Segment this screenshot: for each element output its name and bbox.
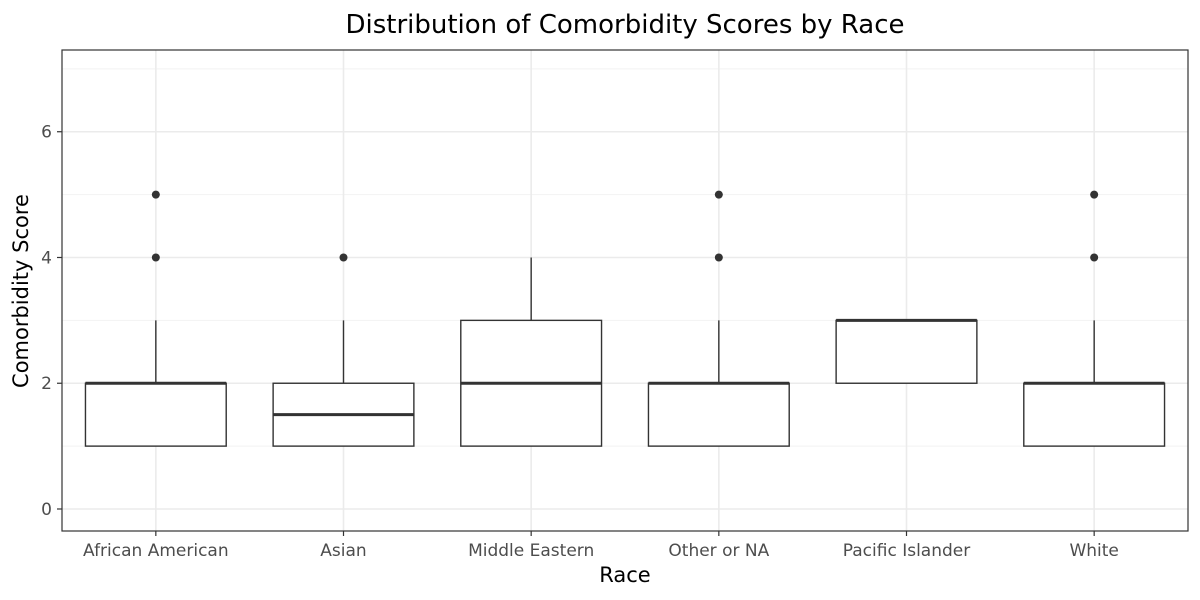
outlier-point [714,190,723,199]
chart-title: Distribution of Comorbidity Scores by Ra… [345,10,904,40]
box [647,382,790,447]
box [835,319,978,384]
x-tick-label: Middle Eastern [468,541,594,561]
outlier-point [339,253,348,262]
panel-border [61,49,1189,532]
outlier-point [151,253,160,262]
box-group [460,257,603,447]
box-group [1023,190,1166,447]
x-tick-label: Other or NA [668,541,769,561]
outlier-point [1090,253,1099,262]
outlier-point [714,253,723,262]
y-tick-label: 4 [41,248,52,268]
y-axis-title: Comorbidity Score [9,194,33,388]
box-group [84,190,227,447]
box-group [272,253,415,447]
x-tick-label: African American [83,541,229,561]
y-axis: 0 2 4 6 [41,123,62,520]
x-tick-label: White [1069,541,1118,561]
grid [62,50,1188,531]
outlier-point [151,190,160,199]
box [84,382,227,447]
x-tick-label: Pacific Islander [843,541,970,561]
x-axis-title: Race [599,563,650,587]
y-tick-label: 0 [41,500,52,520]
box-group [835,318,978,384]
x-axis: African American Asian Middle Eastern Other… [83,531,1119,561]
y-tick-label: 2 [41,374,52,394]
y-tick-label: 6 [41,123,52,143]
box-group [647,190,790,447]
box [1023,382,1166,447]
outlier-point [1090,190,1099,199]
x-tick-label: Asian [320,541,366,561]
boxes [84,190,1166,447]
